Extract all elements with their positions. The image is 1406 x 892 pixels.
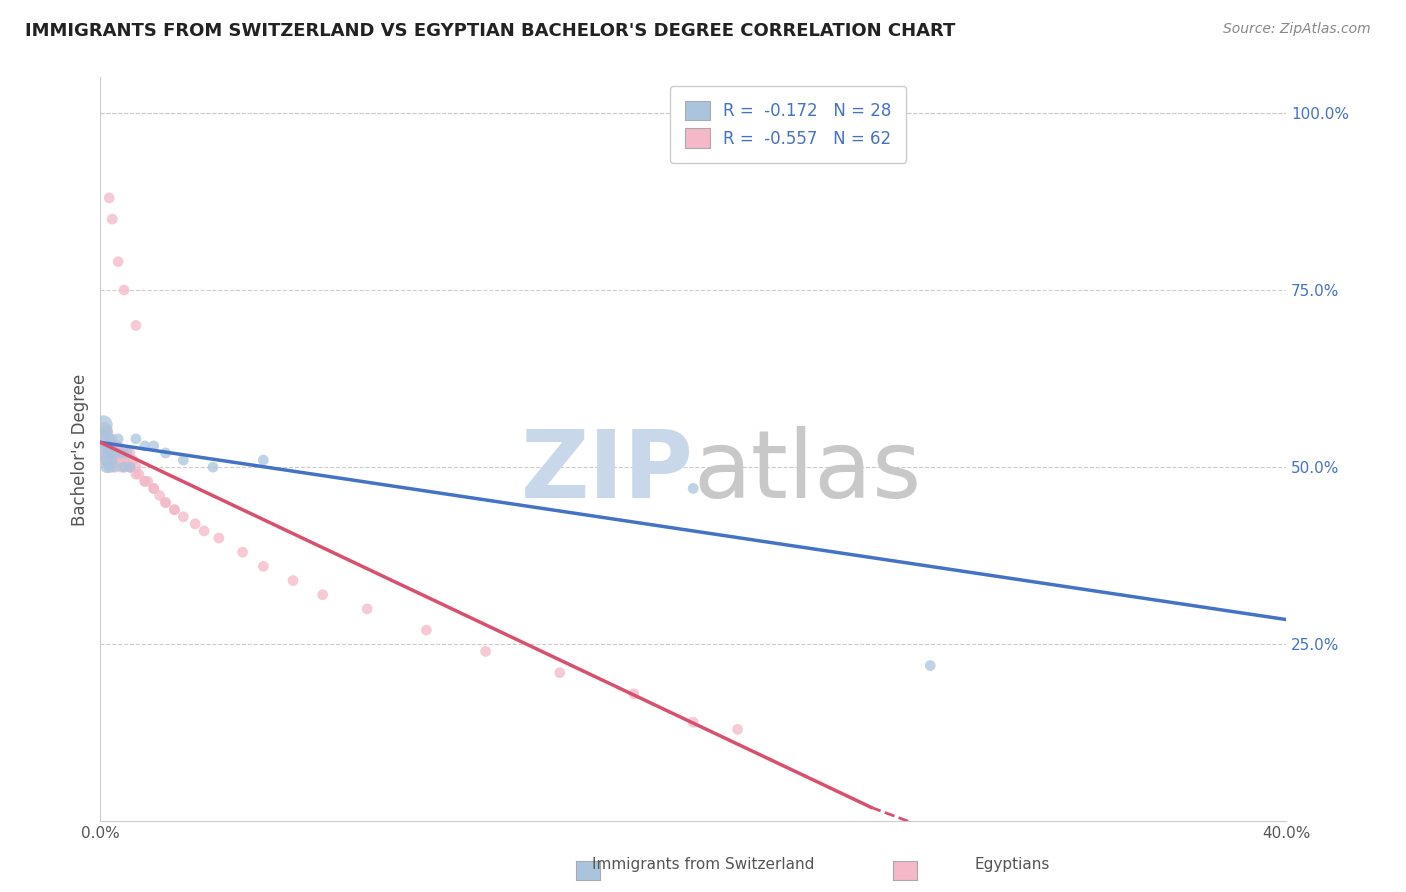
- Point: [311, 588, 333, 602]
- Point: [281, 574, 304, 588]
- Point: [96, 432, 118, 446]
- Point: [91, 453, 114, 467]
- Point: [91, 446, 114, 460]
- Point: [134, 475, 156, 489]
- Point: [98, 432, 121, 446]
- Point: [125, 467, 148, 482]
- Point: [98, 446, 121, 460]
- Point: [96, 425, 118, 439]
- Point: [101, 432, 124, 446]
- Point: [112, 283, 135, 297]
- Point: [96, 453, 118, 467]
- Point: [91, 425, 114, 439]
- Text: Egyptians: Egyptians: [974, 857, 1050, 872]
- Point: [91, 446, 114, 460]
- Point: [155, 446, 177, 460]
- Point: [104, 439, 127, 453]
- Point: [134, 475, 156, 489]
- Point: [201, 460, 224, 475]
- Point: [115, 453, 138, 467]
- Point: [172, 453, 194, 467]
- Text: ZIP: ZIP: [520, 425, 693, 517]
- Point: [232, 545, 254, 559]
- Point: [134, 439, 156, 453]
- Point: [623, 687, 645, 701]
- Point: [112, 453, 135, 467]
- Point: [208, 531, 231, 545]
- Point: [96, 446, 118, 460]
- Point: [104, 460, 127, 475]
- Text: atlas: atlas: [693, 425, 921, 517]
- Point: [101, 446, 124, 460]
- Point: [172, 509, 194, 524]
- Point: [91, 417, 114, 432]
- Point: [98, 446, 121, 460]
- Point: [125, 318, 148, 333]
- Point: [96, 439, 118, 453]
- Point: [115, 446, 138, 460]
- Point: [118, 460, 141, 475]
- Point: [184, 516, 207, 531]
- Point: [356, 602, 378, 616]
- Point: [163, 502, 186, 516]
- Point: [252, 453, 274, 467]
- Point: [98, 453, 121, 467]
- Point: [727, 723, 749, 737]
- Point: [118, 460, 141, 475]
- Point: [142, 439, 165, 453]
- Point: [128, 467, 150, 482]
- Point: [125, 432, 148, 446]
- Point: [118, 446, 141, 460]
- Point: [91, 432, 114, 446]
- Point: [104, 453, 127, 467]
- Point: [112, 460, 135, 475]
- Point: [142, 482, 165, 496]
- Text: Immigrants from Switzerland: Immigrants from Switzerland: [592, 857, 814, 872]
- Legend: R =  -0.172   N = 28, R =  -0.557   N = 62: R = -0.172 N = 28, R = -0.557 N = 62: [669, 86, 907, 162]
- Point: [155, 495, 177, 509]
- Point: [118, 460, 141, 475]
- Point: [682, 715, 704, 730]
- Point: [122, 453, 145, 467]
- Point: [548, 665, 571, 680]
- Point: [163, 502, 186, 516]
- Point: [101, 212, 124, 227]
- Point: [104, 446, 127, 460]
- Point: [110, 446, 132, 460]
- Point: [125, 460, 148, 475]
- Point: [91, 432, 114, 446]
- Point: [474, 644, 496, 658]
- Point: [149, 489, 172, 503]
- Point: [98, 432, 121, 446]
- Text: Source: ZipAtlas.com: Source: ZipAtlas.com: [1223, 22, 1371, 37]
- Point: [193, 524, 215, 538]
- Y-axis label: Bachelor's Degree: Bachelor's Degree: [72, 374, 89, 525]
- Point: [107, 254, 129, 268]
- Point: [98, 460, 121, 475]
- Point: [920, 658, 942, 673]
- Point: [112, 446, 135, 460]
- Text: IMMIGRANTS FROM SWITZERLAND VS EGYPTIAN BACHELOR'S DEGREE CORRELATION CHART: IMMIGRANTS FROM SWITZERLAND VS EGYPTIAN …: [25, 22, 956, 40]
- Point: [96, 453, 118, 467]
- Point: [101, 439, 124, 453]
- Point: [107, 432, 129, 446]
- Point: [136, 475, 159, 489]
- Point: [98, 191, 121, 205]
- Point: [112, 460, 135, 475]
- Point: [101, 453, 124, 467]
- Point: [101, 460, 124, 475]
- Point: [107, 439, 129, 453]
- Point: [252, 559, 274, 574]
- Point: [104, 446, 127, 460]
- Point: [415, 623, 437, 637]
- Point: [107, 453, 129, 467]
- Point: [682, 482, 704, 496]
- Point: [155, 495, 177, 509]
- Point: [96, 460, 118, 475]
- Point: [96, 425, 118, 439]
- Point: [142, 482, 165, 496]
- Point: [110, 460, 132, 475]
- Point: [110, 446, 132, 460]
